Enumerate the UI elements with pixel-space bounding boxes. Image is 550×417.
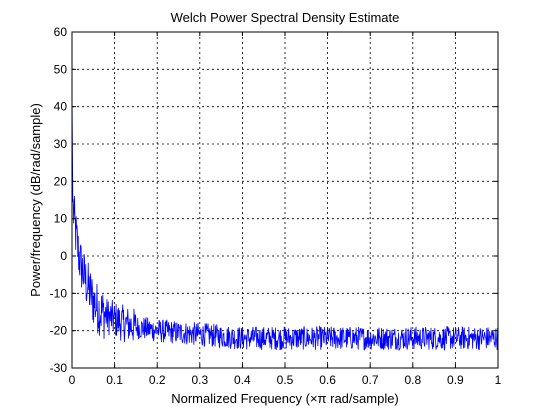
y-tick-label: -10 (50, 286, 68, 300)
y-tick-label: 50 (54, 62, 68, 76)
x-tick-label: 0.6 (319, 373, 336, 387)
chart-title: Welch Power Spectral Density Estimate (171, 10, 400, 25)
x-tick-label: 0.9 (447, 373, 464, 387)
y-tick-label: 10 (54, 212, 68, 226)
y-tick-label: -30 (50, 361, 68, 375)
y-tick-label: 40 (54, 100, 68, 114)
plot-area (72, 87, 498, 352)
y-tick-label: 60 (54, 25, 68, 39)
y-tick-label: 30 (54, 137, 68, 151)
series-line-psd (72, 87, 498, 352)
y-axis-ticks: -30 -20 -10 0 10 20 30 40 50 60 (50, 25, 498, 375)
y-tick-label: 20 (54, 174, 68, 188)
y-tick-label: 0 (60, 249, 67, 263)
x-tick-label: 0.5 (277, 373, 294, 387)
x-tick-label: 1 (495, 373, 502, 387)
x-tick-label: 0.8 (404, 373, 421, 387)
x-tick-label: 0.1 (106, 373, 123, 387)
x-tick-label: 0.4 (234, 373, 251, 387)
y-tick-label: -20 (50, 324, 68, 338)
y-axis-label: Power/frequency (dB/rad/sample) (28, 103, 43, 297)
x-axis-label: Normalized Frequency (×π rad/sample) (171, 391, 399, 406)
x-tick-label: 0 (69, 373, 76, 387)
x-tick-label: 0.2 (149, 373, 166, 387)
x-axis-ticks: 0 0.1 0.2 0.3 0.4 0.5 0.6 0.7 0.8 0.9 1 (69, 32, 502, 387)
x-tick-label: 0.3 (191, 373, 208, 387)
x-tick-label: 0.7 (362, 373, 379, 387)
